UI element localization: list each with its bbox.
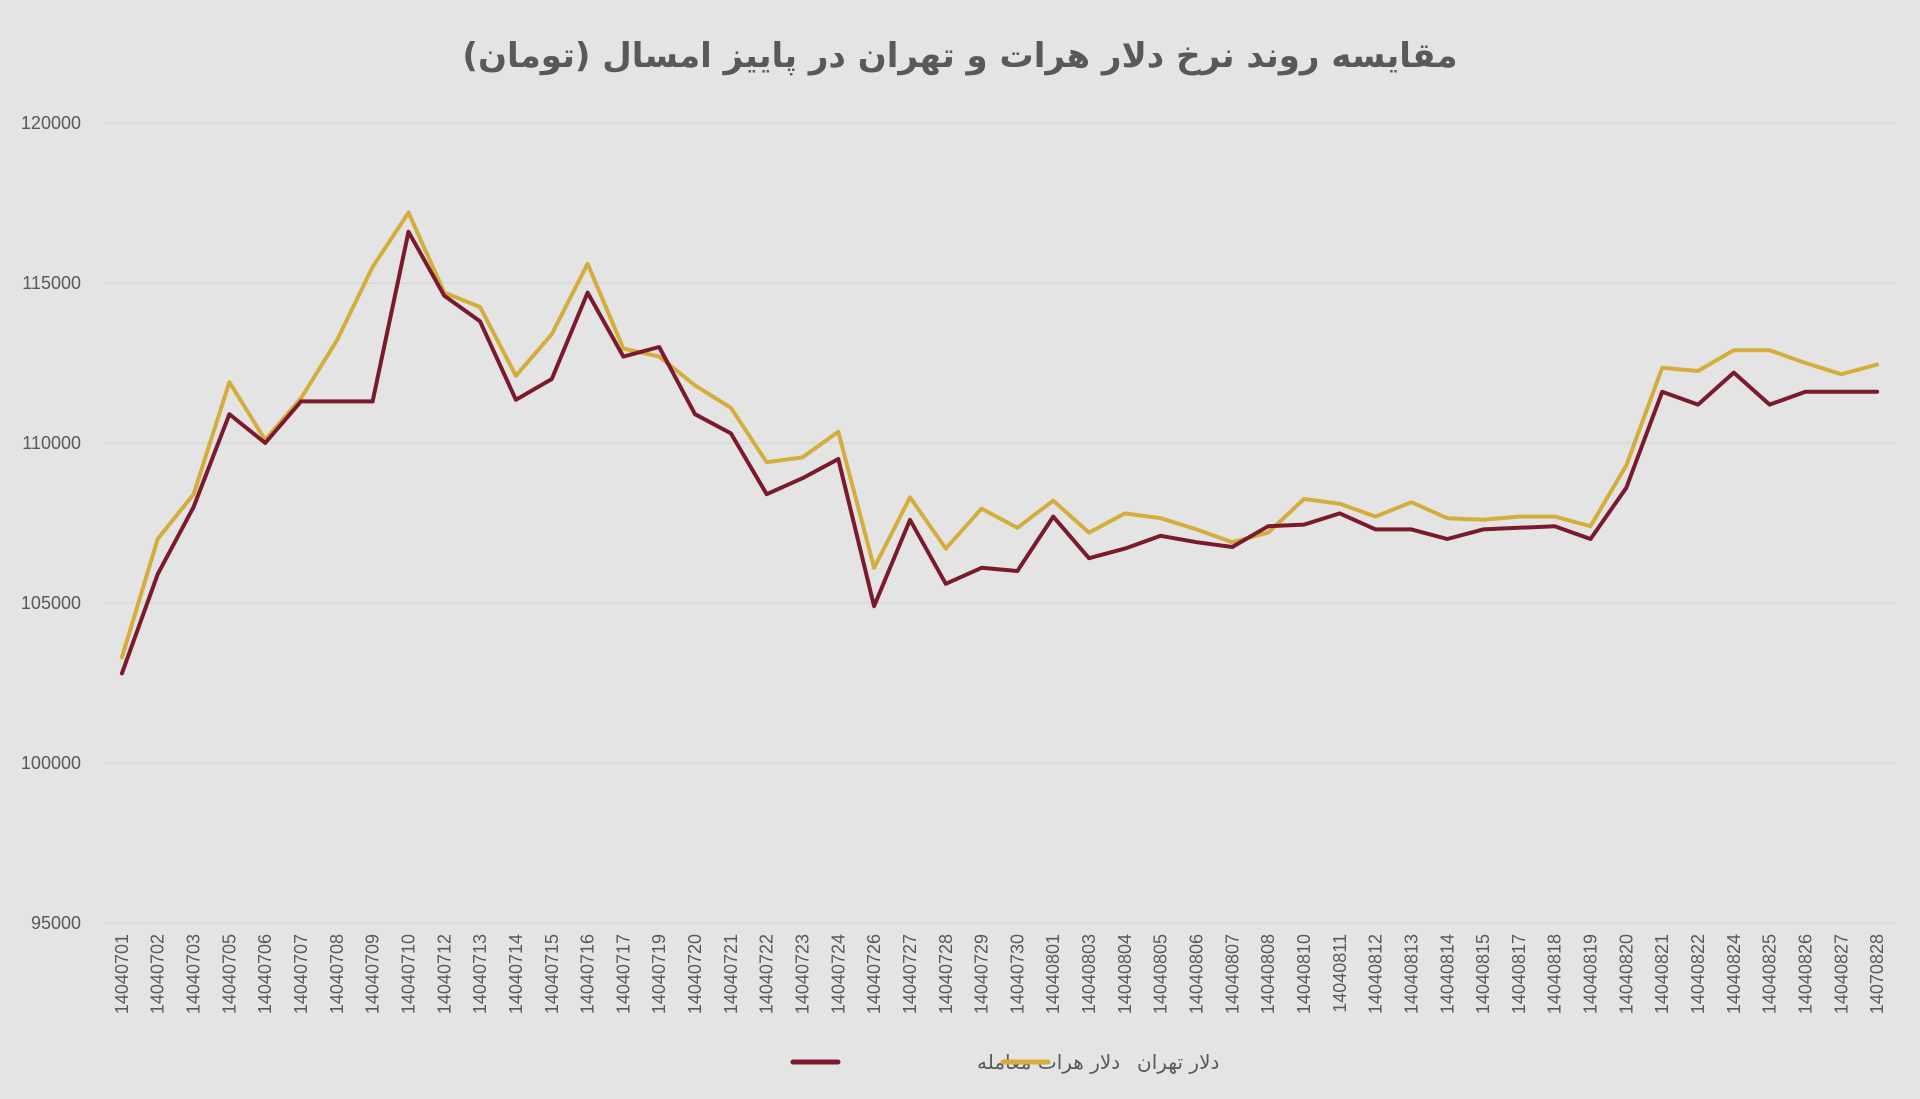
chart-title: مقایسه روند نرخ دلار هرات و تهران در پای… — [462, 36, 1457, 76]
legend-label: دلار تهران — [1137, 1050, 1219, 1074]
x-tick-label: 14040727 — [900, 934, 920, 1014]
x-tick-label: 14040807 — [1222, 934, 1242, 1014]
x-tick-label: 14040703 — [184, 934, 204, 1014]
x-tick-label: 14070828 — [1867, 934, 1887, 1014]
x-tick-label: 14040826 — [1795, 934, 1815, 1014]
x-tick-label: 14040716 — [578, 934, 598, 1014]
x-tick-label: 14040815 — [1473, 934, 1493, 1014]
x-tick-label: 14040726 — [864, 934, 884, 1014]
x-tick-label: 14040821 — [1652, 934, 1672, 1014]
x-tick-label: 14040813 — [1401, 934, 1421, 1014]
y-tick-label: 105000 — [21, 593, 81, 613]
x-tick-label: 14040808 — [1258, 934, 1278, 1014]
x-tick-label: 14040715 — [542, 934, 562, 1014]
x-tick-label: 14040827 — [1831, 934, 1851, 1014]
x-tick-label: 14040708 — [327, 934, 347, 1014]
x-tick-label: 14040803 — [1079, 934, 1099, 1014]
x-tick-label: 14040806 — [1187, 934, 1207, 1014]
x-tick-label: 14040810 — [1294, 934, 1314, 1014]
legend: دلار هرات معامله دلار تهران — [790, 1050, 1219, 1074]
x-tick-label: 14040710 — [398, 934, 418, 1014]
x-tick-label: 14040713 — [470, 934, 490, 1014]
x-tick-label: 14040825 — [1760, 934, 1780, 1014]
x-tick-label: 14040702 — [148, 934, 168, 1014]
series-line — [119, 210, 1880, 660]
y-tick-label: 110000 — [22, 433, 81, 453]
x-tick-label: 14040701 — [112, 934, 132, 1014]
x-tick-label: 14040811 — [1330, 934, 1350, 1013]
x-tick-label: 14040804 — [1115, 934, 1135, 1014]
x-tick-label: 14040812 — [1366, 934, 1386, 1014]
x-tick-label: 14040801 — [1043, 934, 1063, 1014]
series-line — [119, 229, 1880, 676]
x-tick-label: 14040820 — [1616, 934, 1636, 1014]
x-tick-label: 14040822 — [1688, 934, 1708, 1014]
x-tick-label: 14040721 — [721, 934, 741, 1014]
y-axis-ticks: 95000 100000 105000 110000 115000 120000 — [21, 113, 81, 933]
series-lines — [119, 210, 1880, 676]
y-tick-label: 120000 — [21, 113, 81, 133]
x-tick-label: 14040729 — [972, 934, 992, 1014]
x-tick-label: 14040817 — [1509, 934, 1529, 1014]
x-tick-label: 14040707 — [291, 934, 311, 1014]
x-tick-label: 14040814 — [1437, 934, 1457, 1014]
x-tick-label: 14040730 — [1007, 934, 1027, 1014]
x-tick-label: 14040705 — [219, 934, 239, 1014]
y-tick-label: 100000 — [21, 753, 81, 773]
gridlines — [104, 122, 1895, 924]
y-tick-label: 95000 — [31, 913, 81, 933]
x-tick-label: 14040712 — [434, 934, 454, 1014]
x-tick-label: 14040722 — [757, 934, 777, 1014]
x-tick-label: 14040714 — [506, 934, 526, 1014]
x-tick-label: 14040818 — [1545, 934, 1565, 1014]
x-tick-label: 14040805 — [1151, 934, 1171, 1014]
x-tick-label: 14040706 — [255, 934, 275, 1014]
x-tick-label: 14040728 — [936, 934, 956, 1014]
x-tick-label: 14040819 — [1581, 934, 1601, 1014]
x-tick-label: 14040824 — [1724, 934, 1744, 1014]
x-axis-ticks: 14040701 14040702 14040703 14040705 14040706… — [112, 934, 1887, 1014]
x-tick-label: 14040724 — [828, 934, 848, 1014]
x-tick-label: 14040723 — [792, 934, 812, 1014]
x-tick-label: 14040719 — [649, 934, 669, 1014]
x-tick-label: 14040709 — [363, 934, 383, 1014]
x-tick-label: 14040717 — [613, 934, 633, 1014]
y-tick-label: 115000 — [22, 273, 81, 293]
x-tick-label: 14040720 — [685, 934, 705, 1014]
